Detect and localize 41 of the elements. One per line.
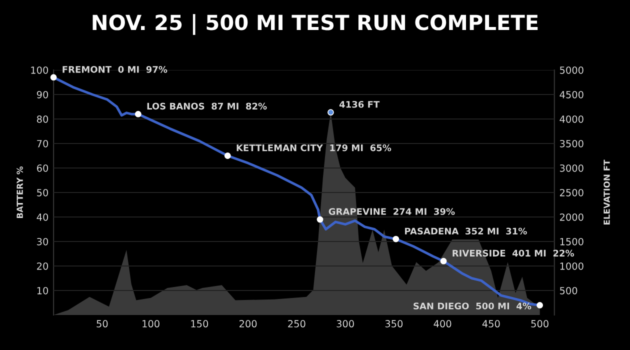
x-tick-label: 350: [385, 320, 403, 328]
x-tick-label: 100: [142, 320, 160, 328]
y2-axis-title: ELEVATION FT: [604, 160, 610, 224]
y2-tick-label: 5000: [560, 66, 584, 74]
annotation: GRAPEVINE 274 MI 39%: [328, 208, 455, 215]
y-tick-label: 90: [36, 90, 48, 98]
y2-tick-label: 1000: [560, 262, 584, 270]
x-tick-label: 450: [482, 320, 500, 328]
y2-tick-label: 3000: [560, 164, 584, 172]
y2-tick-label: 500: [560, 286, 578, 294]
annotation: LOS BANOS 87 MI 82%: [147, 102, 267, 110]
annotation: RIVERSIDE 401 MI 22%: [452, 250, 574, 257]
y2-tick-label: 1500: [560, 238, 584, 246]
y2-tick-label: 3500: [560, 140, 584, 148]
x-tick-label: 50: [96, 320, 108, 328]
chart-title: NOV. 25 | 500 MI TEST RUN COMPLETE: [92, 14, 538, 35]
y2-tick-label: 4000: [560, 115, 584, 123]
y-tick-label: 80: [36, 115, 48, 123]
x-tick-label: 300: [336, 320, 354, 328]
y-tick-label: 40: [36, 213, 48, 221]
annotation: KETTLEMAN CITY 179 MI 65%: [236, 144, 392, 152]
y-tick-label: 30: [37, 238, 48, 246]
y-tick-label: 60: [36, 164, 48, 172]
y-axis-title: BATTERY %: [16, 166, 23, 218]
y2-tick-label: 4500: [560, 90, 584, 98]
annotation: FREMONT 0 MI 97%: [62, 66, 168, 73]
x-tick-label: 500: [531, 320, 548, 328]
y-tick-label: 70: [37, 140, 48, 148]
y2-tick-label: 2500: [560, 188, 584, 196]
y-tick-label: 10: [37, 286, 48, 294]
y-tick-label: 20: [37, 262, 48, 270]
y-tick-label: 50: [37, 188, 48, 196]
y-tick-label: 100: [31, 66, 48, 74]
x-tick-label: 250: [288, 320, 306, 328]
x-tick-label: 400: [434, 320, 452, 328]
annotation: SAN DIEGO 500 MI 4%: [414, 302, 532, 310]
annotation: PASADENA 352 MI 31%: [405, 228, 527, 235]
x-tick-label: 150: [191, 320, 208, 328]
x-tick-label: 200: [239, 320, 257, 328]
annotation: 4136 FT: [339, 100, 380, 108]
y2-tick-label: 2000: [560, 213, 584, 221]
